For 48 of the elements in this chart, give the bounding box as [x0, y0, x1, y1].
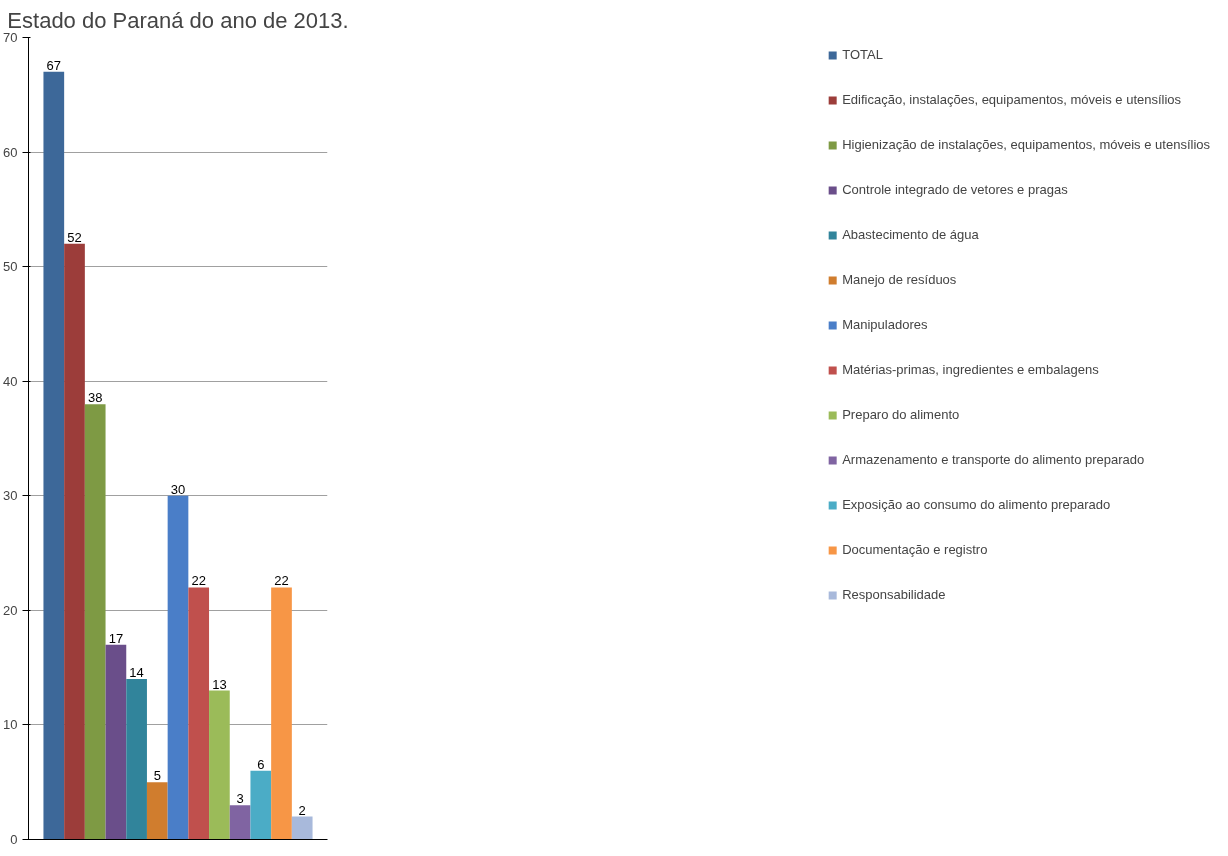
legend-label: Manejo de resíduos: [842, 272, 957, 287]
bar: [229, 805, 251, 840]
legend-label: TOTAL: [842, 47, 883, 62]
legend-label: Preparo do alimento: [842, 407, 960, 422]
data-label: 22: [191, 573, 206, 589]
bar: [291, 816, 313, 840]
legend-label: Exposição ao consumo do alimento preparado: [842, 497, 1111, 512]
bar: [250, 770, 272, 840]
y-tick-label: 10: [3, 717, 18, 733]
bar: [167, 495, 189, 840]
bar: [271, 587, 292, 840]
data-label: 17: [108, 630, 124, 646]
data-label: 13: [212, 676, 227, 692]
data-label: 30: [170, 481, 186, 497]
bar: [105, 644, 127, 840]
y-tick-label: 50: [3, 259, 18, 275]
chart-title: Estado do Paraná do ano de 2013.: [7, 7, 349, 33]
y-tick-label: 0: [10, 832, 18, 847]
legend-label: Documentação e registro: [842, 542, 988, 557]
data-label: 22: [274, 573, 289, 589]
y-tick-label: 20: [3, 602, 18, 618]
y-tick-label: 40: [3, 373, 18, 389]
bar: [64, 243, 85, 840]
data-label: 3: [236, 791, 244, 807]
legend-label: Edificação, instalações, equipamentos, móveis e utensílios: [842, 92, 1182, 107]
legend-label: Controle integrado de vetores e pragas: [842, 182, 1068, 197]
bar: [188, 587, 210, 840]
bar: [209, 690, 230, 840]
data-label: 2: [298, 802, 306, 818]
data-label: 14: [129, 665, 144, 681]
bar: [84, 404, 106, 840]
data-label: 6: [257, 756, 265, 772]
bar: [43, 71, 65, 840]
y-tick-label: 70: [3, 30, 18, 45]
y-tick-label: 30: [3, 488, 18, 504]
data-label: 38: [87, 390, 103, 406]
legend-label: Armazenamento e transporte do alimento preparado: [842, 452, 1145, 467]
legend-label: Matérias-primas, ingredientes e embalagens: [842, 362, 1099, 377]
data-label: 67: [46, 57, 62, 73]
bar: [146, 782, 168, 840]
y-tick-label: 60: [3, 144, 18, 160]
bar: [126, 679, 147, 840]
data-label: 52: [67, 229, 82, 245]
legend-label: Abastecimento de água: [842, 227, 979, 242]
legend-label: Manipuladores: [842, 317, 928, 332]
legend-label: Higienização de instalações, equipamentos, móveis e utensílios: [842, 137, 1210, 152]
legend-label: Responsabilidade: [842, 587, 946, 602]
data-label: 5: [153, 768, 161, 784]
